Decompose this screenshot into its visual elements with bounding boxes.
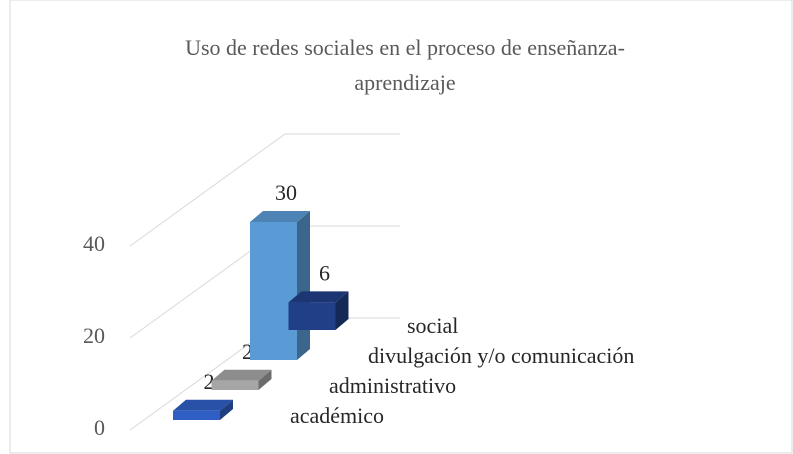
bar-top xyxy=(211,369,272,381)
chart-border xyxy=(9,0,793,454)
bar-front xyxy=(288,302,336,330)
bar xyxy=(173,399,233,420)
value-label: 6 xyxy=(319,260,330,285)
grid-line xyxy=(129,133,400,247)
bar xyxy=(288,291,349,330)
bar-top xyxy=(288,291,349,303)
bar-front xyxy=(211,380,259,390)
bar xyxy=(250,211,310,360)
category-label: administrativo xyxy=(329,373,456,398)
value-label: 2 xyxy=(242,339,253,364)
bar xyxy=(211,369,272,390)
y-tick-label: 20 xyxy=(83,323,105,348)
bar-top xyxy=(173,399,233,411)
y-tick-label: 40 xyxy=(83,231,105,256)
bar-side xyxy=(258,369,272,390)
value-label: 2 xyxy=(204,369,215,394)
chart-title: Uso de redes sociales en el proceso de e… xyxy=(185,35,625,60)
bar-side xyxy=(297,211,310,360)
bar-front xyxy=(173,410,220,420)
category-label: divulgación y/o comunicación xyxy=(368,343,634,368)
category-label: académico xyxy=(290,403,384,428)
bar-side xyxy=(335,291,349,330)
value-label: 30 xyxy=(275,180,297,205)
bar-front xyxy=(250,222,297,360)
category-label: social xyxy=(407,313,458,338)
y-tick-label: 0 xyxy=(94,415,105,440)
bar-top xyxy=(250,211,310,222)
chart-title: aprendizaje xyxy=(354,70,455,95)
bar-side xyxy=(220,399,233,420)
